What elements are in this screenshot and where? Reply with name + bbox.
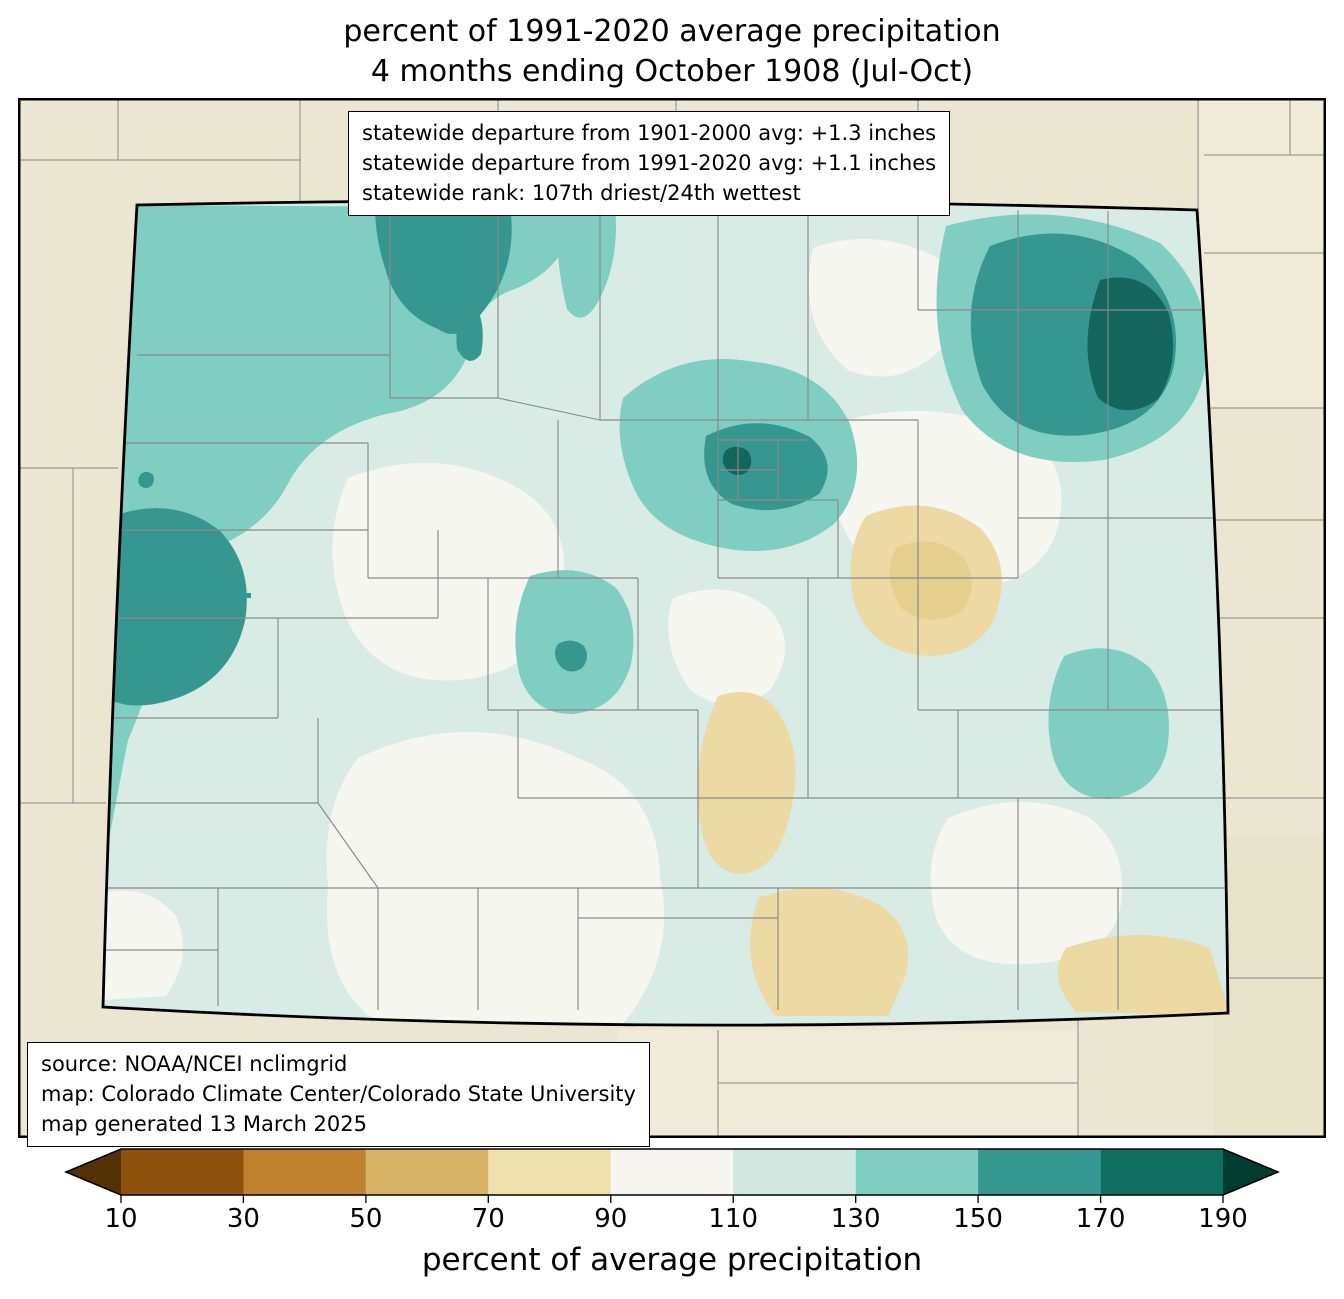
colorbar-svg: 10 30 50 70 90 110 130 150 170 190 <box>64 1148 1280 1234</box>
colorbar-tick-label: 30 <box>227 1204 260 1234</box>
colorbar-segment <box>855 1149 979 1195</box>
source-line-3: map generated 13 March 2025 <box>41 1111 368 1136</box>
colorbar-left-arrow <box>66 1149 121 1195</box>
colorbar-tick-label: 170 <box>1076 1204 1126 1234</box>
colorado-map-svg <box>18 98 1326 1138</box>
stats-line-1: statewide departure from 1901-2000 avg: … <box>362 121 937 145</box>
colorbar-axis-label: percent of average precipitation <box>421 1242 923 1278</box>
region-150-170 <box>103 205 1176 706</box>
colorbar-segment <box>121 1149 244 1195</box>
title-line-1: percent of 1991-2020 average precipitati… <box>343 14 1001 49</box>
colorbar-segment <box>610 1149 734 1195</box>
colorbar-tick-label: 110 <box>708 1204 758 1234</box>
colorbar-tick-label: 130 <box>831 1204 881 1234</box>
region-90-110 <box>103 239 1122 1026</box>
region-170-plus <box>722 277 1174 476</box>
title-line-2: 4 months ending October 1908 (Jul-Oct) <box>370 53 974 89</box>
colorbar-tick-label: 10 <box>104 1204 137 1234</box>
colorbar-tick-label: 190 <box>1198 1204 1248 1234</box>
source-box: source: NOAA/NCEI nclimgrid map: Colorad… <box>27 1042 650 1148</box>
stats-line-3: statewide rank: 107th driest/24th wettes… <box>362 180 801 205</box>
source-line-1: source: NOAA/NCEI nclimgrid <box>41 1052 348 1076</box>
precip-regions <box>103 200 1228 1026</box>
stats-box: statewide departure from 1901-2000 avg: … <box>348 111 951 217</box>
colorbar-tick-label: 50 <box>349 1204 382 1234</box>
colorbar-segment <box>365 1149 489 1195</box>
colorbar-tick-label: 70 <box>472 1204 505 1234</box>
colorbar-segment <box>488 1149 611 1195</box>
region-130-150 <box>103 205 1207 843</box>
colorbar-ticks <box>120 1195 1224 1203</box>
region-70-90-core <box>889 541 972 620</box>
colorbar: 10 30 50 70 90 110 130 150 170 190 <box>64 1147 1280 1239</box>
county-boundaries <box>103 205 1226 1010</box>
colorbar-right-arrow <box>1223 1149 1278 1195</box>
stats-line-2: statewide departure from 1991-2020 avg: … <box>362 150 937 175</box>
colorbar-segment <box>733 1149 856 1195</box>
source-line-2: map: Colorado Climate Center/Colorado St… <box>41 1081 636 1106</box>
colorbar-segment <box>978 1149 1101 1195</box>
colorbar-segment <box>1100 1149 1224 1195</box>
map-panel: statewide departure from 1901-2000 avg: … <box>18 98 1326 1148</box>
colorbar-tick-label: 150 <box>953 1204 1003 1234</box>
colorbar-segment <box>243 1149 366 1195</box>
figure-title: percent of 1991-2020 average precipitati… <box>0 12 1344 91</box>
panel-border <box>18 98 1326 1138</box>
colorbar-tick-label: 90 <box>594 1204 627 1234</box>
